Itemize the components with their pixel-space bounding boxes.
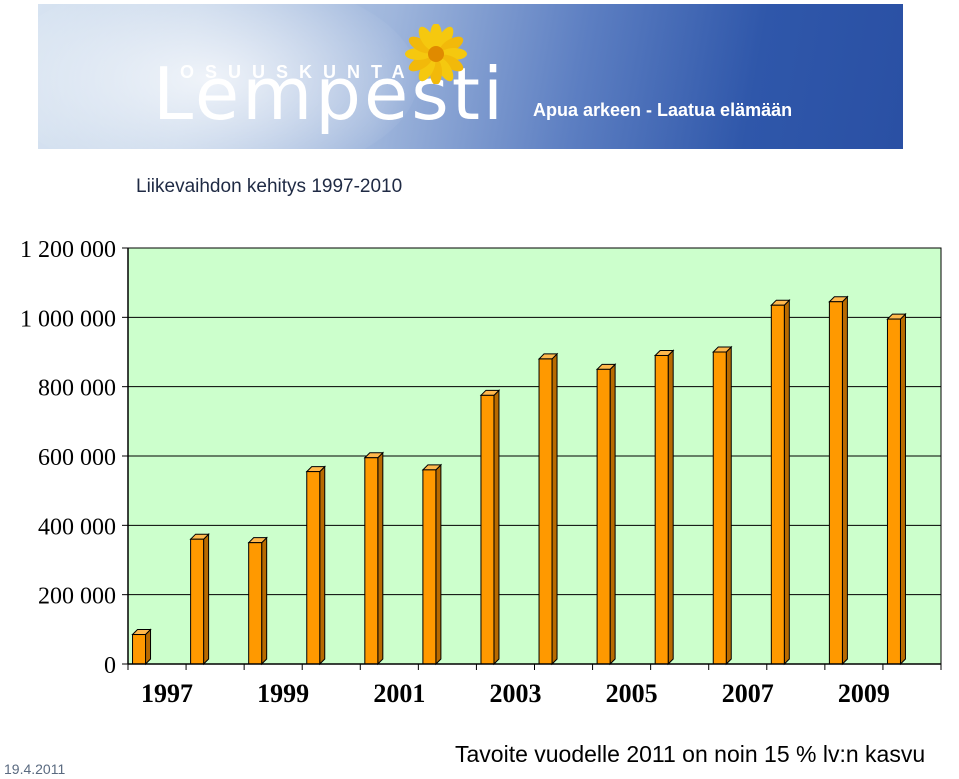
bar-front	[712, 351, 727, 665]
brand-cooperative-label: OSUUSKUNTA	[180, 62, 416, 82]
y-tick-label: 200 000	[38, 584, 116, 610]
bar-2009	[828, 295, 849, 666]
bar-front	[364, 457, 379, 665]
bar-front	[828, 301, 843, 665]
x-tick-label: 2005	[606, 679, 658, 708]
bar-2007	[712, 345, 733, 666]
bar-front	[886, 318, 901, 665]
x-tick-label: 2001	[373, 679, 425, 708]
bar-side	[899, 312, 906, 666]
bar-front	[422, 469, 437, 665]
bar-side	[609, 363, 616, 666]
x-tick-label: 1997	[141, 679, 193, 708]
bar-side	[551, 352, 558, 666]
bar-front	[770, 304, 785, 665]
bar-front	[480, 394, 495, 665]
bar-2004	[537, 352, 559, 666]
bar-1999	[247, 536, 268, 666]
bar-2006	[653, 349, 675, 666]
y-tick-label: 800 000	[38, 376, 116, 402]
bar-side	[783, 298, 790, 666]
bar-side	[667, 349, 674, 666]
bar-2002	[421, 463, 443, 666]
y-tick-label: 1 200 000	[20, 237, 116, 263]
bar-front	[538, 358, 553, 665]
bar-front	[190, 538, 205, 665]
footer-date: 19.4.2011	[4, 761, 66, 777]
bar-side	[841, 295, 848, 666]
bar-side	[319, 465, 326, 666]
header-banner: OSUUSKUNTA Lempesti Apua arkeen - Laatua…	[38, 4, 903, 149]
x-tick-label: 2009	[838, 679, 890, 708]
x-tick-label: 1999	[257, 679, 309, 708]
bar-2010	[886, 312, 907, 666]
bar-side	[261, 536, 268, 666]
x-tick-label: 2007	[722, 679, 774, 708]
bar-1998	[189, 532, 210, 666]
bar-2003	[479, 389, 501, 666]
bar-2000	[305, 465, 326, 666]
bar-side	[493, 389, 500, 666]
y-tick-label: 1 000 000	[20, 306, 116, 332]
bar-front	[132, 634, 147, 665]
y-tick-label: 400 000	[38, 514, 116, 540]
banner-glow	[38, 4, 418, 149]
bar-side	[435, 463, 442, 666]
bar-front	[654, 354, 669, 665]
bar-side	[377, 451, 384, 666]
bar-front	[248, 542, 263, 665]
y-tick-label: 600 000	[38, 445, 116, 471]
bar-side	[725, 345, 732, 666]
bar-2005	[595, 363, 617, 666]
y-tick-label: 0	[104, 653, 116, 679]
bar-1997	[131, 628, 152, 666]
banner-slogan: Apua arkeen - Laatua elämään	[533, 100, 793, 120]
sunflower-icon	[405, 24, 467, 84]
bar-side	[203, 532, 210, 666]
bar-side	[145, 628, 152, 666]
bar-front	[306, 471, 321, 665]
bar-2001	[363, 451, 385, 666]
footer-target-note: Tavoite vuodelle 2011 on noin 15 % lv:n …	[455, 741, 926, 767]
chart-title: Liikevaihdon kehitys 1997-2010	[136, 176, 403, 197]
bar-chart: 0 200 000 400 000 600 000 800 000 1 000 000 1 …	[20, 237, 942, 708]
x-tick-label: 2003	[489, 679, 541, 708]
bar-front	[596, 368, 611, 665]
bar-2008	[770, 298, 791, 666]
